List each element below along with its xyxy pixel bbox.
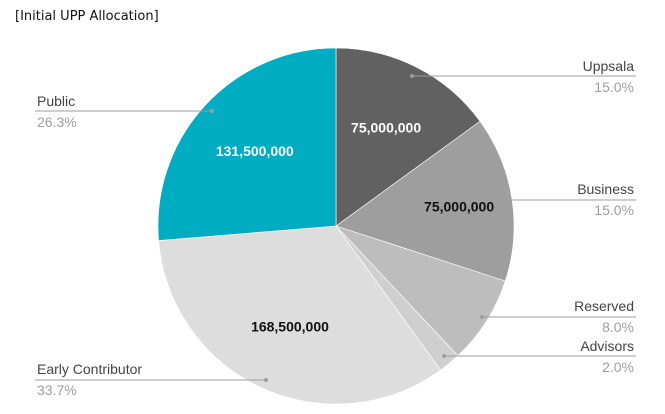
pie-slice-reserved bbox=[335, 225, 506, 357]
leader-dot-advisors bbox=[442, 354, 446, 358]
leader-dot-early-contributor bbox=[264, 378, 268, 382]
slice-value-business: 75,000,000 bbox=[424, 199, 494, 215]
legend-percent-early-contributor: 33.7% bbox=[37, 382, 77, 398]
legend-label-uppsala: Uppsala bbox=[583, 58, 635, 74]
chart-title: [Initial UPP Allocation] bbox=[15, 9, 159, 24]
slice-legend-labels: Uppsala 15.0% Business 15.0% Reserved 8.0% Adv… bbox=[35, 58, 636, 398]
leader-dot-reserved bbox=[480, 315, 484, 319]
slice-value-uppsala: 75,000,000 bbox=[351, 120, 421, 136]
legend-label-public: Public bbox=[37, 93, 75, 109]
legend-percent-reserved: 8.0% bbox=[602, 319, 634, 335]
slice-value-early-contributor: 168,500,000 bbox=[251, 318, 329, 334]
pie-slice-public bbox=[157, 47, 337, 241]
pie-slice-uppsala bbox=[335, 47, 481, 227]
leader-dot-uppsala bbox=[410, 74, 414, 78]
legend-label-advisors: Advisors bbox=[580, 338, 634, 354]
legend-label-early-contributor: Early Contributor bbox=[37, 361, 142, 377]
legend-percent-business: 15.0% bbox=[594, 202, 634, 218]
legend-percent-advisors: 2.0% bbox=[602, 359, 634, 375]
pie-slice-early-contributor bbox=[158, 225, 442, 405]
slice-value-public: 131,500,000 bbox=[216, 143, 294, 159]
legend-percent-uppsala: 15.0% bbox=[594, 79, 634, 95]
pie-slice-business bbox=[335, 120, 515, 282]
pie-slices bbox=[157, 47, 515, 405]
leader-dot-public bbox=[210, 109, 214, 113]
slice-value-labels: 75,000,000 75,000,000 168,500,000 131,500,0… bbox=[216, 120, 494, 335]
legend-percent-public: 26.3% bbox=[37, 114, 77, 130]
legend-label-business: Business bbox=[577, 181, 634, 197]
legend-label-reserved: Reserved bbox=[574, 298, 634, 314]
